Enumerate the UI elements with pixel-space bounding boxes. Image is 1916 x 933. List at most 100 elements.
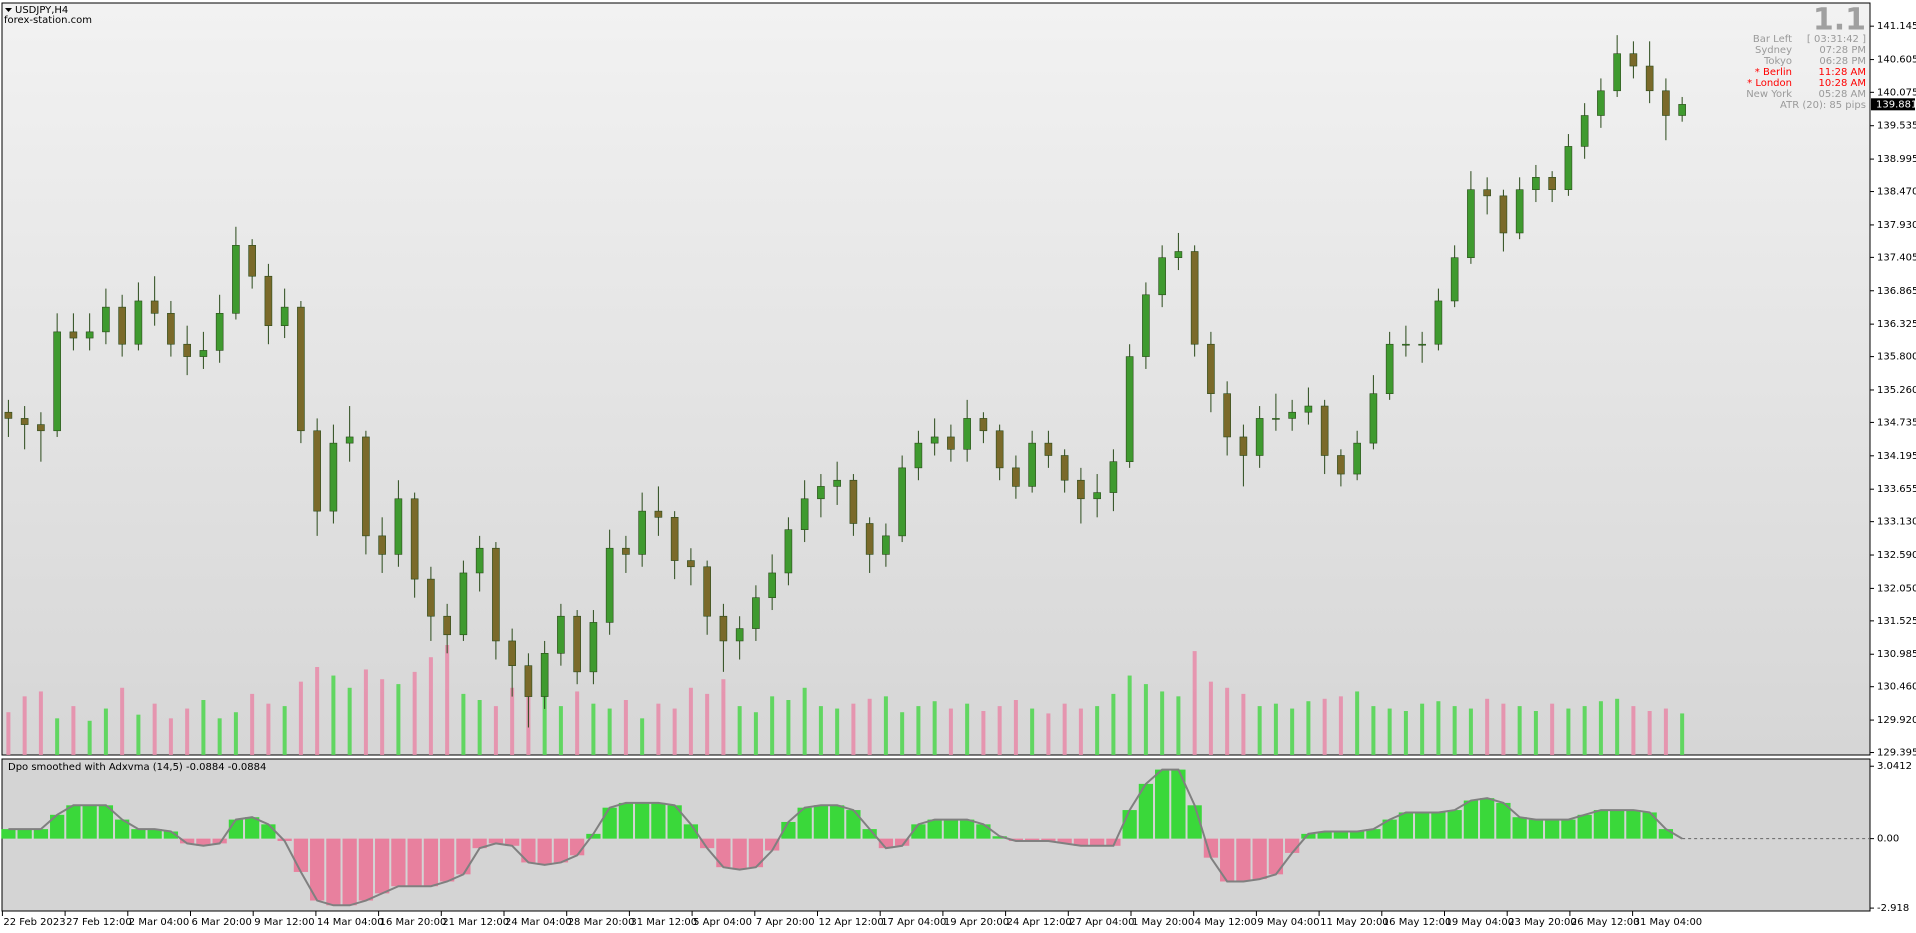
volume-bar (103, 708, 108, 755)
volume-bar (1013, 700, 1018, 755)
oscillator-bar (375, 838, 390, 894)
candle-body (313, 430, 321, 512)
x-tick-label: 12 Apr 12:00 (819, 917, 884, 928)
volume-bar (1550, 703, 1555, 755)
volume-bar (1306, 701, 1311, 755)
candle-body (427, 578, 435, 617)
y-tick-label: 136.325 (1877, 319, 1916, 330)
y-tick-label: 135.800 (1877, 352, 1916, 363)
y-tick-label: 133.655 (1877, 484, 1916, 495)
oscillator-bar (472, 838, 487, 849)
candle-body (1580, 115, 1589, 147)
oscillator-bar (1447, 810, 1462, 839)
oscillator-bar (228, 819, 244, 839)
candle-body (687, 560, 695, 568)
candle-body (1353, 442, 1361, 475)
x-tick-label: 6 Mar 20:00 (192, 917, 252, 928)
candle-body (1288, 411, 1296, 419)
info-value: 07:28 PM (1819, 45, 1866, 56)
x-tick-label: 23 May 20:00 (1508, 917, 1577, 928)
candle-body (947, 436, 955, 450)
oscillator-bar (586, 833, 601, 839)
candle-body (573, 615, 581, 673)
candle-body (1223, 393, 1231, 438)
volume-bar (1046, 713, 1051, 755)
volume-bar (1468, 708, 1473, 755)
volume-bar (298, 681, 303, 755)
volume-bar (6, 712, 11, 755)
x-tick-label: 7 Apr 20:00 (756, 917, 815, 928)
oscillator-bar (1301, 833, 1316, 839)
candle-body (1109, 461, 1118, 493)
candle-body (914, 442, 923, 469)
x-tick-label: 16 Mar 20:00 (380, 917, 447, 928)
oscillator-bar (391, 838, 406, 887)
volume-bar (1501, 703, 1506, 755)
volume-bar (477, 700, 482, 755)
candle-body (784, 529, 793, 574)
candle-body (362, 436, 370, 537)
candle-body (37, 424, 45, 432)
oscillator-bar (1610, 810, 1625, 839)
oscillator-bar (1268, 838, 1284, 875)
y-tick-label: -2.918 (1877, 903, 1909, 914)
volume-bar (87, 720, 92, 755)
candle-body (215, 313, 224, 351)
oscillator-bar (1528, 819, 1544, 839)
candle-body (540, 653, 549, 697)
volume-bar (1273, 703, 1278, 755)
y-tick-label: 132.050 (1877, 583, 1916, 594)
oscillator-bar (878, 838, 894, 849)
indicator-title: Dpo smoothed with Adxvma (14,5) -0.0884 … (8, 762, 266, 773)
info-label: * London (1747, 78, 1792, 89)
volume-bar (38, 691, 43, 755)
oscillator-bar (1155, 769, 1170, 839)
volume-bar (120, 687, 125, 755)
volume-bar (1062, 703, 1067, 755)
candle-body (1125, 356, 1134, 462)
volume-bar (883, 696, 888, 755)
symbol-menu-arrow[interactable] (5, 8, 12, 12)
oscillator-bar (1317, 831, 1332, 839)
oscillator-bar (1496, 802, 1511, 839)
oscillator-bar (1333, 831, 1349, 839)
info-value: 05:28 AM (1819, 89, 1866, 100)
oscillator-bar (1057, 838, 1072, 844)
oscillator-bar (700, 838, 715, 849)
oscillator-bar (163, 831, 179, 839)
y-tick-label: 129.395 (1877, 748, 1916, 759)
y-tick-label: 132.590 (1877, 550, 1916, 561)
oscillator-bar (33, 829, 49, 839)
candle-body (1190, 251, 1199, 345)
oscillator-bar (1593, 810, 1609, 839)
oscillator-bar (732, 838, 747, 870)
oscillator-bar (488, 838, 504, 844)
oscillator-bar (440, 838, 455, 882)
x-tick-label: 21 Mar 12:00 (442, 917, 509, 928)
volume-bar (705, 693, 710, 755)
oscillator-bar (1545, 819, 1560, 839)
candle-body (1434, 300, 1443, 345)
volume-bar (217, 718, 222, 755)
oscillator-bar (1252, 838, 1267, 880)
oscillator-bar (456, 838, 471, 875)
candle-body (1337, 455, 1345, 475)
candle-body (459, 572, 468, 636)
volume-bar (802, 687, 807, 755)
info-value: 11:28 AM (1819, 67, 1866, 78)
candle-body (833, 479, 841, 487)
volume-bar (1420, 703, 1425, 755)
oscillator-bar (342, 838, 357, 906)
volume-bar (1127, 675, 1132, 755)
oscillator-bar (1236, 838, 1251, 882)
volume-bar (1663, 708, 1668, 755)
x-tick-label: 27 Apr 04:00 (1069, 917, 1134, 928)
volume-bar (575, 691, 580, 755)
y-tick-label: 134.735 (1877, 417, 1916, 428)
x-tick-label: 14 Mar 04:00 (317, 917, 384, 928)
volume-bar (640, 718, 645, 755)
oscillator-bar (1658, 829, 1674, 839)
x-tick-label: 1 May 20:00 (1132, 917, 1194, 928)
oscillator-bar (992, 836, 1007, 839)
oscillator-bar (1090, 838, 1105, 846)
